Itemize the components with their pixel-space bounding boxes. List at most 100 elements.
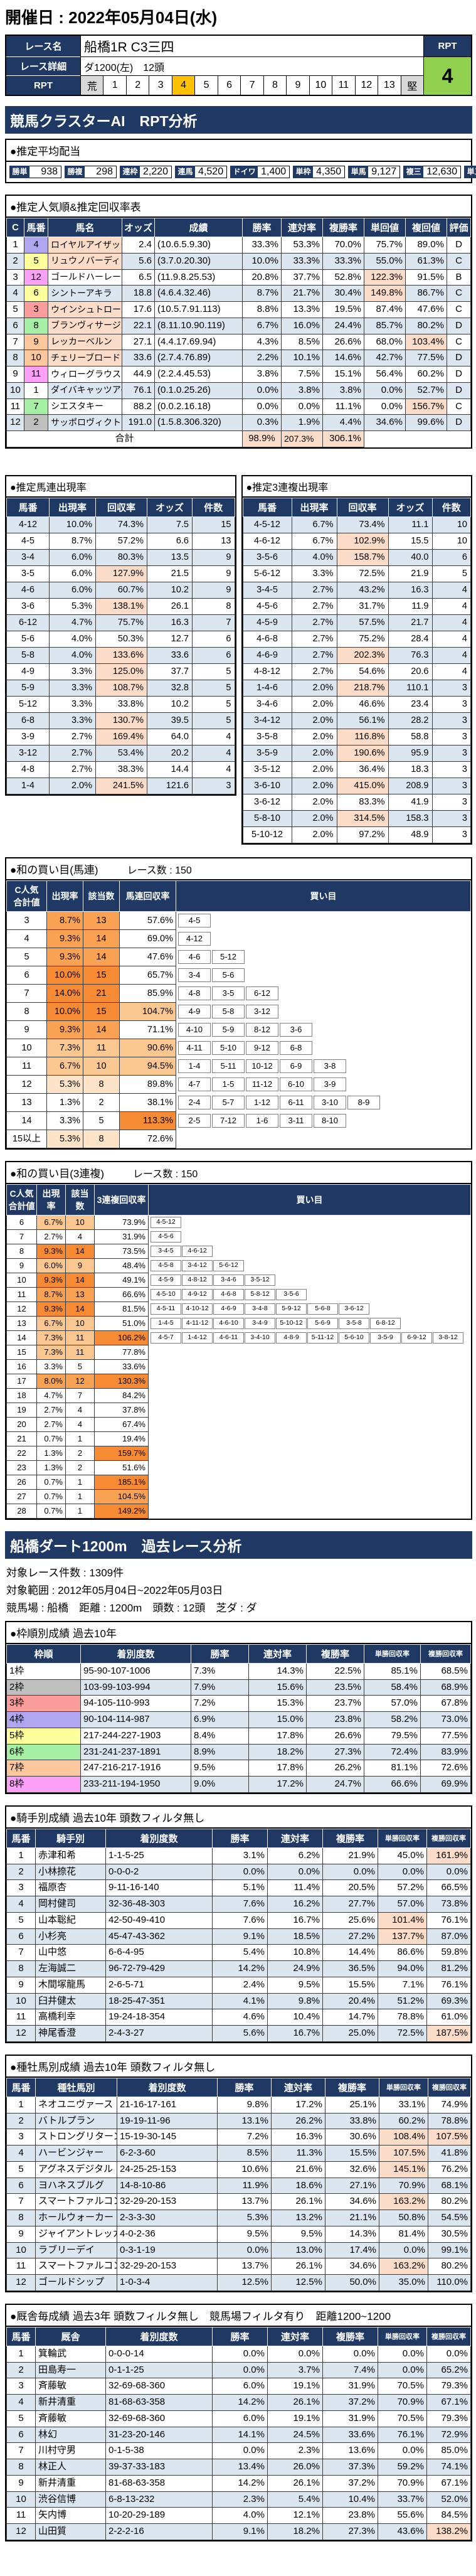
rpt-cell[interactable]: 4 [171, 76, 195, 95]
rpt-cell[interactable]: 2 [125, 76, 149, 95]
cell: 17.4% [325, 2242, 379, 2259]
cell: 3-5 [6, 565, 50, 582]
cell: 7.9% [191, 1679, 249, 1696]
cell: 12 [6, 414, 24, 431]
cell: 10.4% [322, 2491, 378, 2508]
cell: 76.2% [428, 2161, 471, 2178]
rpt-cell[interactable]: 堅 [400, 76, 424, 95]
table-row: 5-8-10 2.0% 314.5% 158.3 3 [242, 810, 471, 827]
rpt-cell[interactable]: 1 [103, 76, 126, 95]
cell: 3-9 [6, 728, 50, 746]
cell: 2.7% [291, 614, 337, 631]
cell: 10 [6, 1992, 36, 2010]
cell: 4.0% [212, 2507, 268, 2524]
cell: スマートファルコン [35, 2258, 117, 2275]
column-header: 出現率 [49, 497, 96, 517]
cell: 191.0 [122, 414, 155, 431]
rpt-cell[interactable]: 11 [332, 76, 355, 95]
cell: 2.7% [49, 761, 96, 778]
cell: 1 [6, 2096, 36, 2114]
cell: 4-6-9 [242, 646, 292, 664]
cell: 10 [6, 1038, 47, 1057]
cell: 3-5-12 [242, 761, 292, 778]
cell: 21.1% [325, 2210, 379, 2226]
table-row: 5-9 3.3% 108.7% 32.8 5 [6, 679, 235, 697]
rpt-cell[interactable]: 10 [309, 76, 332, 95]
cell: 14 [6, 1111, 47, 1130]
column-header: 馬番 [242, 497, 292, 517]
column-header: 騎手別 [35, 1828, 106, 1848]
rpt-cell[interactable]: 6 [217, 76, 241, 95]
cell: 10 [6, 1272, 37, 1288]
rpt-cell[interactable]: 5 [194, 76, 218, 95]
pick-cell: 5-9 [212, 1022, 245, 1037]
cell: 14 [65, 1243, 95, 1259]
rpt-cell[interactable]: 12 [354, 76, 378, 95]
pick-cell: 5-8-12 [245, 1288, 275, 1300]
cell: 32-36-48-303 [105, 1896, 213, 1913]
cell: 0.0% [378, 2442, 427, 2459]
cell: 17 [6, 1373, 37, 1389]
cell: 2.3% [267, 2442, 323, 2459]
cell: 神尾香澄 [35, 2025, 106, 2042]
rpt-cell[interactable]: 7 [240, 76, 263, 95]
cell: 38.3% [95, 761, 147, 778]
cell: 13.4% [212, 2459, 268, 2476]
cell: 2.0% [291, 695, 337, 713]
cell: 58.2% [364, 1711, 421, 1728]
cell: 24.4% [322, 317, 364, 334]
cell: 0.0% [364, 382, 406, 399]
cell: 13.1% [217, 2112, 272, 2130]
cell: 72.6% [420, 1760, 471, 1777]
cell: ラブリーデイ [35, 2242, 117, 2259]
cell: 7 [65, 1387, 95, 1403]
cell: 55.0% [364, 252, 406, 270]
rpt-cell[interactable]: 3 [149, 76, 172, 95]
column-header: 複勝率 [322, 1828, 378, 1848]
cell: 9 [6, 2225, 36, 2243]
cell: 45.0% [378, 1847, 427, 1864]
table-row: 4 新井清重 81-68-63-358 14.2% 26.1% 37.2% 70.9% 67.… [6, 2394, 471, 2411]
cell: 16.3 [147, 614, 193, 631]
cell: 5.3% [46, 1074, 83, 1094]
rpt-cell[interactable]: 9 [286, 76, 309, 95]
cell: 5.3% [49, 597, 96, 615]
cell: 190.6% [336, 744, 389, 762]
column-header: 複勝回収率 [426, 1828, 471, 1848]
cell: 23.8% [306, 1711, 364, 1728]
cell: 9 [192, 565, 235, 582]
cell: 91.5% [405, 269, 447, 286]
sire-stats-box: ●種牡馬別成績 過去10年 頭数フィルタ無し 馬番 種牡馬別 着別度数 勝率 連対率 複勝… [5, 2054, 472, 2292]
table-row: 3 斉藤敏 32-69-68-360 6.0% 19.1% 31.9% 70.5% 79.3% [6, 2378, 471, 2395]
cell: ウインシュトローム [48, 301, 122, 318]
cell: 81.5% [94, 1301, 149, 1317]
cell: 小林捺花 [35, 1863, 106, 1881]
cell: 130.7% [95, 712, 147, 729]
pick-cell: 4-5-12 [151, 1216, 181, 1229]
cell: 10 [431, 532, 471, 550]
cell: 11 [6, 1286, 37, 1302]
payout-item: 馬単 9,127 [348, 166, 401, 178]
rpt-cell[interactable]: 8 [263, 76, 287, 95]
cell: 11 [6, 2258, 36, 2275]
cell: 17.6 [122, 301, 155, 318]
table-row: 8 林正人 39-37-33-183 13.4% 26.0% 37.3% 59.2% 74.1… [6, 2459, 471, 2476]
rpt-cell[interactable]: 荒 [81, 76, 103, 95]
cell: 37.8% [94, 1402, 149, 1418]
table-row: 8 9.3% 14 73.5% 3-4-5 4-6-12 [6, 1243, 471, 1259]
pick-cell: 5-11 [212, 1059, 245, 1073]
cell: 8 [24, 317, 48, 334]
cell: 2.0% [291, 728, 337, 746]
cell: 26.1% [267, 2394, 323, 2411]
cell: 4.3% [242, 333, 282, 351]
table-row: 4 9.3% 14 69.0% 4-12 [6, 929, 471, 948]
table-row: 20 2.7% 4 67.4% [6, 1416, 471, 1432]
table-row: 6 10.0% 15 65.7% 3-4 5-6 [6, 965, 471, 985]
cell: 70.5% [378, 2410, 427, 2427]
cell: 渋谷信博 [35, 2491, 106, 2508]
column-header: オッズ [122, 218, 155, 237]
pick-cell: 3-8 [314, 1059, 346, 1073]
rpt-cell[interactable]: 13 [378, 76, 401, 95]
buy-picks-cell [148, 1431, 471, 1446]
cell: 0.7% [36, 1503, 66, 1519]
